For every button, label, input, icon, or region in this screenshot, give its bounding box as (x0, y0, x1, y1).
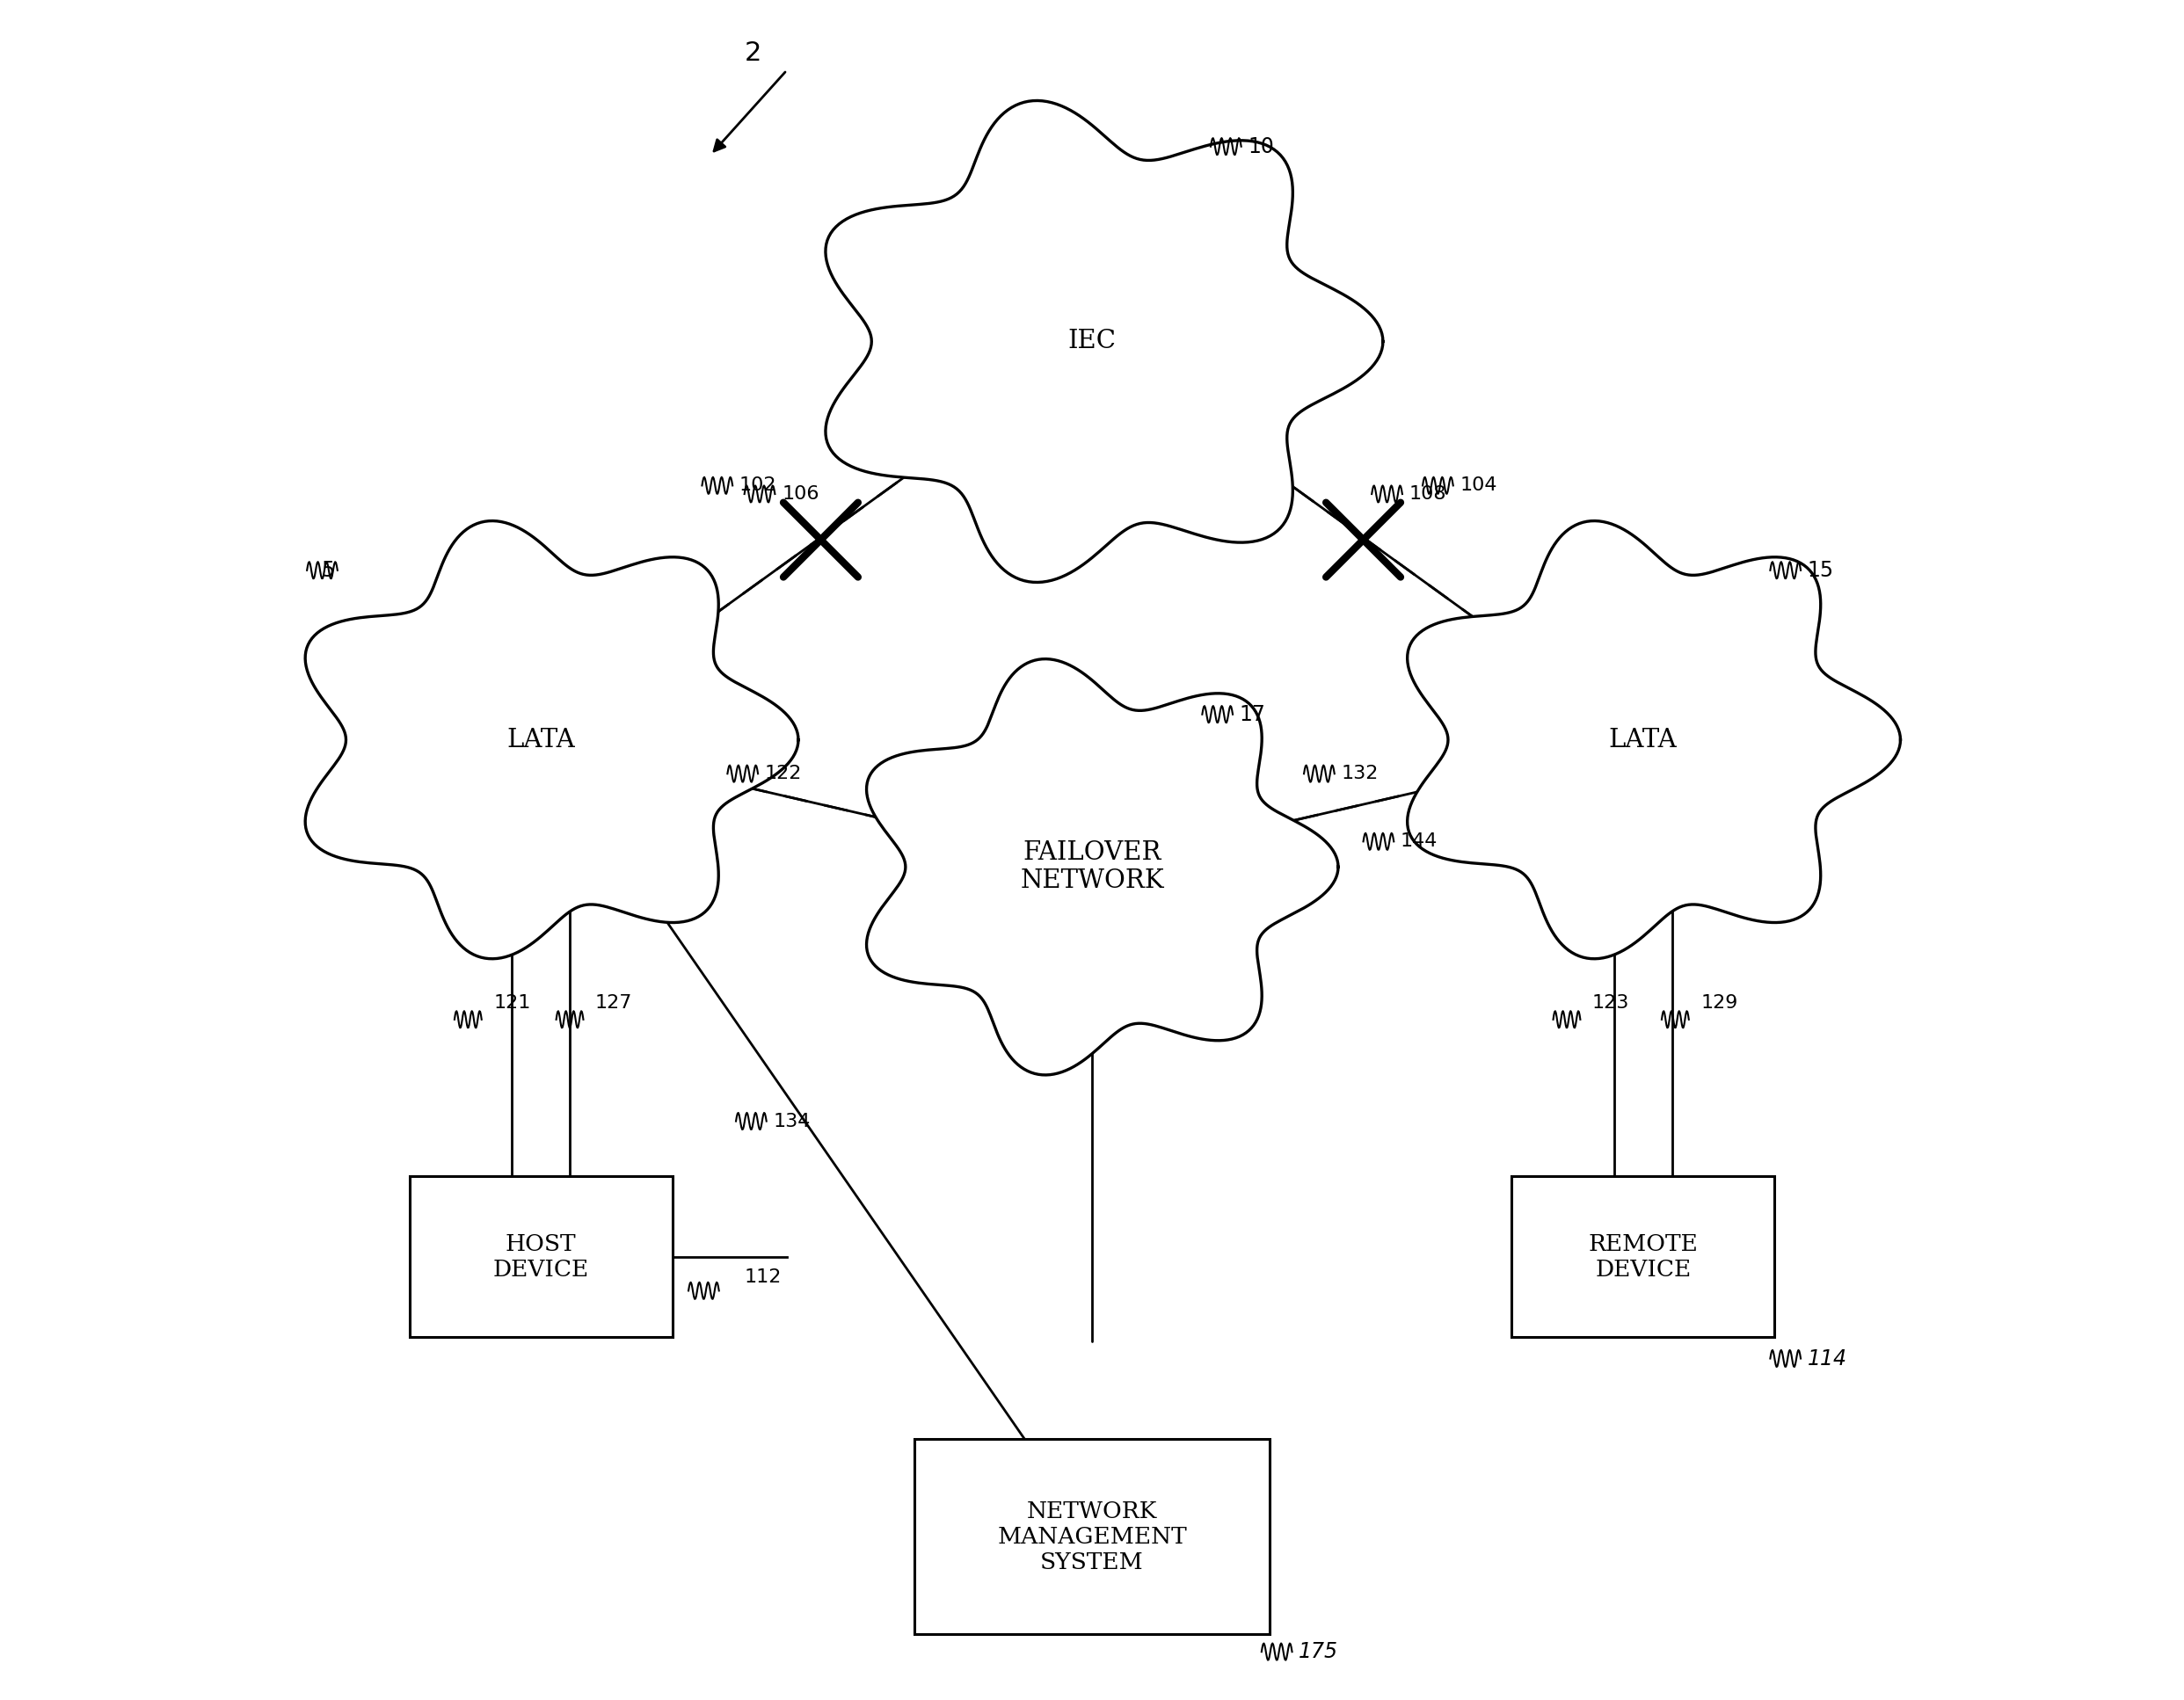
Text: 122: 122 (764, 765, 802, 782)
FancyBboxPatch shape (1511, 1176, 1773, 1338)
Text: 10: 10 (1247, 136, 1273, 156)
Text: 106: 106 (782, 484, 819, 503)
Text: 104: 104 (1459, 476, 1498, 495)
Polygon shape (867, 660, 1339, 1074)
Text: 121: 121 (494, 994, 531, 1011)
FancyBboxPatch shape (913, 1440, 1271, 1634)
Text: 108: 108 (1409, 484, 1446, 503)
Text: 102: 102 (740, 476, 778, 495)
Text: IEC: IEC (1068, 330, 1116, 354)
Text: FAILOVER
NETWORK: FAILOVER NETWORK (1020, 840, 1164, 894)
Text: REMOTE
DEVICE: REMOTE DEVICE (1588, 1232, 1697, 1280)
Polygon shape (306, 520, 799, 959)
Text: 132: 132 (1341, 765, 1378, 782)
Text: 134: 134 (773, 1112, 810, 1130)
Text: 123: 123 (1592, 994, 1629, 1011)
Text: LATA: LATA (507, 728, 574, 751)
Text: 112: 112 (745, 1268, 782, 1285)
Text: HOST
DEVICE: HOST DEVICE (494, 1232, 590, 1280)
Text: LATA: LATA (1610, 728, 1677, 751)
Text: NETWORK
MANAGEMENT
SYSTEM: NETWORK MANAGEMENT SYSTEM (998, 1499, 1186, 1572)
FancyBboxPatch shape (411, 1176, 673, 1338)
Polygon shape (1406, 520, 1900, 959)
Text: 175: 175 (1299, 1640, 1339, 1663)
Text: 17: 17 (1241, 704, 1267, 724)
Text: 2: 2 (745, 41, 762, 66)
Text: 15: 15 (1808, 559, 1835, 581)
Polygon shape (826, 100, 1382, 583)
Text: 5: 5 (321, 559, 334, 581)
Text: 144: 144 (1400, 833, 1437, 850)
Text: 114: 114 (1808, 1348, 1848, 1368)
Text: 129: 129 (1701, 994, 1738, 1011)
Text: 127: 127 (596, 994, 633, 1011)
